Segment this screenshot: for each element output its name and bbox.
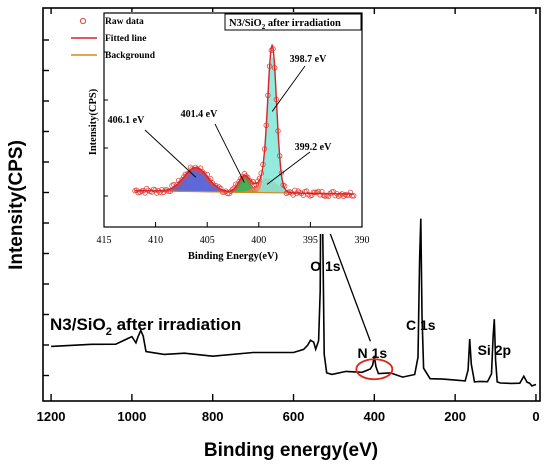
- n1s-highlight-ellipse: [355, 358, 394, 381]
- main-y-ticks: [43, 39, 49, 377]
- legend-label: Fitted line: [105, 34, 146, 44]
- sample-annotation: N3/SiO2 after irradiation: [50, 315, 241, 338]
- inset-title-box: [224, 13, 362, 31]
- inset-peak-annotations: 406.1 eV 401.4 eV 399.2 eV 398.7 eV: [108, 54, 332, 185]
- raw-data-point: [199, 169, 205, 175]
- inset-legend: Raw data Fitted line Background: [71, 17, 156, 61]
- inset-annotation-arrow: [214, 123, 245, 183]
- inset-x-tick-label: 405: [200, 235, 215, 246]
- raw-data-point: [305, 191, 311, 198]
- main-x-tick-label: 600: [283, 409, 305, 424]
- main-x-tick-label: 200: [444, 409, 466, 424]
- raw-data-point: [201, 170, 207, 177]
- main-x-tick-label: 1000: [117, 409, 146, 424]
- main-x-tick-label: 400: [363, 409, 385, 424]
- raw-data-point: [310, 189, 317, 195]
- main-x-axis-title: Binding energy(eV): [204, 440, 378, 461]
- inset-x-ticks: 415 410 405 400 395 390: [97, 222, 370, 246]
- raw-data-point: [244, 174, 251, 181]
- inset-annotation-arrow: [271, 65, 306, 112]
- peak-label: C 1s: [406, 317, 436, 333]
- main-x-tick-label: 800: [202, 409, 224, 424]
- peak-label: N 1s: [358, 345, 388, 361]
- inset-background: [60, 12, 368, 234]
- main-y-axis-title: Intensity(CPS): [6, 140, 27, 270]
- raw-data-point: [236, 178, 242, 185]
- legend-marker: [79, 17, 87, 25]
- inset-annotation-arrow: [266, 151, 311, 185]
- inset-x-axis-title: Binding Energy(eV): [188, 251, 279, 262]
- inset-x-tick-label: 415: [97, 235, 112, 246]
- inset-y-axis-title: Intensity(CPS): [88, 88, 99, 155]
- inset-x-tick-label: 410: [148, 235, 163, 246]
- legend-label: Background: [105, 51, 156, 61]
- raw-data-point: [182, 171, 189, 177]
- main-x-tick-label: 0: [532, 409, 539, 424]
- inset-x-tick-label: 390: [355, 235, 370, 246]
- main-spectrum-line: [51, 81, 537, 387]
- raw-data-point: [179, 176, 185, 183]
- inset-plot-frame: [103, 12, 363, 228]
- inset-fitted-line: [135, 43, 354, 195]
- inset-x-tick-label: 400: [251, 235, 266, 246]
- legend-label: Raw data: [105, 17, 144, 27]
- raw-data-point: [209, 180, 216, 186]
- inset-peak-label: 399.2 eV: [295, 142, 332, 153]
- inset-annotation-arrow: [144, 129, 197, 178]
- inset-x-tick-label: 395: [303, 235, 318, 246]
- peak-label: O 1s: [310, 258, 341, 274]
- inset-peak-label: 401.4 eV: [181, 109, 218, 120]
- raw-data-point: [152, 187, 158, 193]
- inset-y-ticks: [104, 51, 108, 197]
- main-plot-frame: [42, 7, 541, 402]
- main-x-tick-label: 1200: [37, 409, 66, 424]
- main-peak-labels: O 1s C 1s N 1s Si 2p: [310, 258, 511, 361]
- inset-peak-label: 398.7 eV: [290, 54, 327, 65]
- peak-label: Si 2p: [478, 342, 511, 358]
- inset-title: N3/SiO2 after irradiation: [229, 18, 341, 31]
- inset-peak-label: 406.1 eV: [108, 115, 145, 126]
- raw-data-point: [317, 192, 323, 198]
- main-x-ticks: 1200 1000 800 600 400 200 0: [37, 8, 540, 424]
- callout-line: [329, 232, 371, 342]
